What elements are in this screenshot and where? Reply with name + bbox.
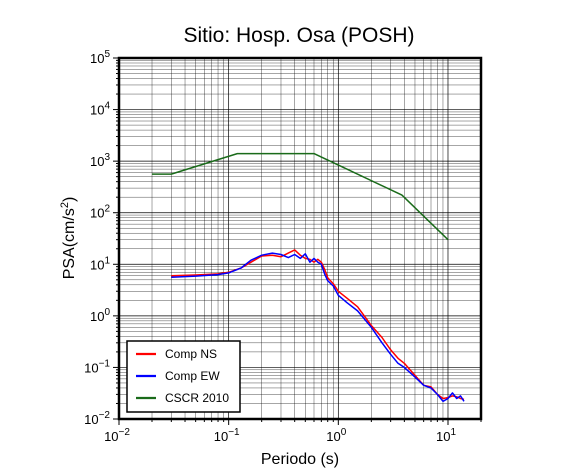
y-tick-label: 103	[90, 152, 110, 169]
x-tick-label: 10−2	[104, 427, 130, 444]
y-tick-label: 10−2	[84, 410, 110, 427]
chart-title: Sitio: Hosp. Osa (POSH)	[183, 24, 414, 47]
x-tick-label: 100	[326, 427, 346, 444]
y-tick-label: 100	[90, 307, 110, 324]
x-tick-label: 101	[436, 427, 456, 444]
legend-label: Comp NS	[165, 347, 217, 361]
y-axis-label-main: PSA(cm/s	[61, 208, 78, 279]
plot-frame	[117, 56, 483, 421]
y-axis-label: PSA(cm/s2)	[59, 197, 78, 280]
y-tick-label: 102	[90, 204, 110, 221]
x-tick-labels: 10−2 10−1 100 101	[104, 427, 456, 444]
y-axis-label-tail: )	[61, 197, 78, 202]
tick-marks	[113, 57, 482, 425]
y-tick-label: 10−1	[84, 358, 110, 375]
y-tick-label: 101	[90, 255, 110, 272]
y-axis-label-sup: 2	[59, 202, 71, 208]
series-line-cscr-2010	[152, 152, 449, 241]
legend-label: CSCR 2010	[165, 391, 229, 405]
grid-lines	[118, 57, 482, 420]
x-tick-label: 10−1	[214, 427, 240, 444]
x-axis-label: Periodo (s)	[261, 451, 339, 468]
series-line-comp-ew	[171, 252, 465, 403]
legend-label: Comp EW	[165, 369, 220, 383]
series-layer	[152, 152, 465, 403]
legend: Comp NS Comp EW CSCR 2010	[126, 340, 241, 413]
y-tick-label: 105	[90, 49, 110, 66]
y-tick-labels: 10−2 10−1 100 101 102 103 104 105	[84, 49, 110, 427]
y-tick-label: 104	[90, 101, 110, 118]
